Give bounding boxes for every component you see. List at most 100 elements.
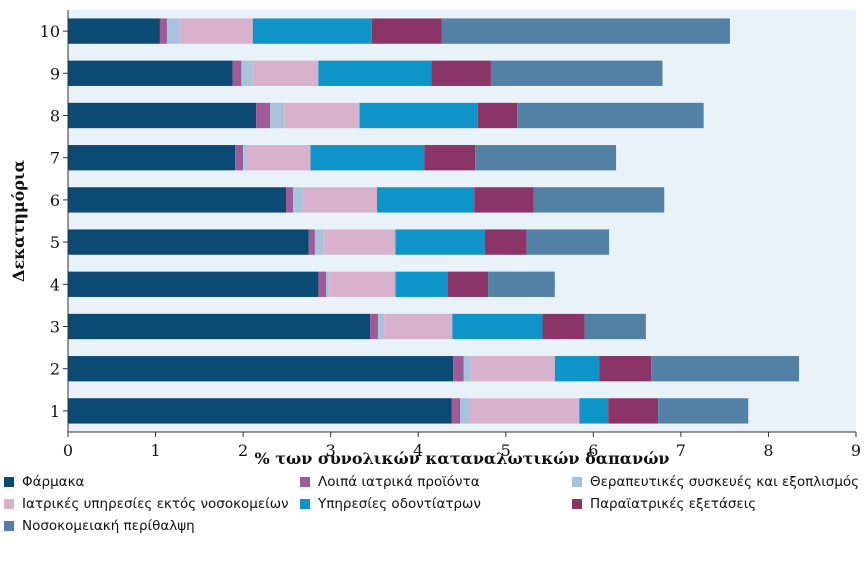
bar-segment-decile-4-series-3 [326, 271, 329, 297]
bar-segment-decile-5-series-4 [323, 229, 396, 255]
bar-segment-decile-4-series-4 [328, 271, 396, 297]
bar-segment-decile-9-series-6 [431, 60, 491, 86]
bar-segment-decile-4-series-5 [395, 271, 448, 297]
bar-segment-decile-7-series-2 [235, 145, 244, 171]
legend-swatch [4, 499, 14, 509]
bar-segment-decile-6-series-3 [293, 187, 303, 213]
legend-label: Φάρμακα [22, 474, 85, 490]
bar-segment-decile-10-series-6 [371, 18, 442, 44]
bar-segment-decile-2-series-5 [554, 356, 600, 382]
legend-swatch [300, 499, 310, 509]
bar-segment-decile-6-series-7 [533, 187, 665, 213]
stacked-bar-chart: 1 2 3 4 5 6 7 8 9 10 0 1 2 3 4 5 6 7 8 9 % των συνολικών κα… [9, 10, 861, 468]
legend-item: Νοσοκομειακή περίθαλψη [4, 518, 195, 534]
bar-segment-decile-2-series-4 [470, 356, 555, 382]
bar-segment-decile-2-series-3 [463, 356, 471, 382]
y-tick-label: 4 [50, 275, 60, 294]
bar-segment-decile-1-series-2 [451, 398, 461, 424]
legend-swatch [4, 521, 14, 531]
bar-segment-decile-7-series-3 [243, 145, 248, 171]
x-tick-label: 7 [676, 441, 686, 460]
bar-segment-decile-2-series-2 [453, 356, 464, 382]
bar-segment-decile-7-series-6 [424, 145, 476, 171]
bar-segment-decile-4-series-6 [447, 271, 489, 297]
bar-segment-decile-5-series-5 [395, 229, 485, 255]
bar-segment-decile-5-series-2 [308, 229, 315, 255]
bar-segment-decile-5-series-1 [68, 229, 309, 255]
y-tick-label: 7 [50, 149, 60, 168]
bar-segment-decile-3-series-6 [542, 313, 585, 340]
bar-segment-decile-4-series-7 [488, 271, 555, 297]
bar-segment-decile-6-series-5 [377, 187, 475, 213]
legend-swatch [300, 477, 310, 487]
bar-segment-decile-9-series-4 [252, 60, 319, 86]
bar-segment-decile-5-series-7 [526, 229, 610, 255]
bar-segment-decile-1-series-1 [68, 398, 452, 424]
legend-label: Παραϊατρικές εξετάσεις [590, 496, 757, 512]
bars-group [68, 18, 800, 424]
bar-segment-decile-5-series-3 [314, 229, 324, 255]
bar-segment-decile-5-series-6 [484, 229, 527, 255]
x-tick-label: 3 [326, 441, 336, 460]
y-tick-label: 5 [50, 233, 60, 252]
bar-segment-decile-10-series-1 [68, 18, 160, 44]
y-axis-title: Δεκατημόρια [9, 160, 28, 282]
bar-segment-decile-8-series-1 [68, 102, 257, 129]
bar-segment-decile-7-series-5 [310, 145, 425, 171]
bar-segment-decile-2-series-6 [599, 356, 652, 382]
legend-item: Παραϊατρικές εξετάσεις [572, 496, 756, 512]
legend-label: Θεραπευτικές συσκευές και εξοπλισμός [590, 474, 860, 490]
legend-swatch [572, 477, 582, 487]
x-tick-label: 9 [851, 441, 861, 460]
bar-segment-decile-10-series-5 [252, 18, 372, 44]
bar-segment-decile-8-series-4 [284, 102, 360, 129]
bar-segment-decile-3-series-7 [584, 313, 646, 340]
bar-segment-decile-6-series-4 [302, 187, 378, 213]
x-tick-label: 0 [63, 441, 73, 460]
legend-label: Νοσοκομειακή περίθαλψη [22, 518, 195, 534]
y-tick-label: 2 [50, 360, 60, 379]
legend-item: Θεραπευτικές συσκευές και εξοπλισμός [572, 474, 859, 490]
bar-segment-decile-4-series-2 [318, 271, 327, 297]
bar-segment-decile-8-series-5 [359, 102, 478, 129]
bar-segment-decile-9-series-5 [318, 60, 432, 86]
bar-segment-decile-1-series-4 [469, 398, 580, 424]
bar-segment-decile-10-series-7 [441, 18, 730, 44]
legend-item: Υπηρεσίες οδοντίατρων [300, 496, 481, 512]
legend-item: Ιατρικές υπηρεσίες εκτός νοσοκομείων [4, 496, 289, 512]
bar-segment-decile-9-series-3 [241, 60, 253, 86]
x-axis-title: % των συνολικών καταναλωτικών δαπανών [254, 449, 669, 468]
bar-segment-decile-1-series-3 [460, 398, 470, 424]
legend-label: Λοιπά ιατρικά προϊόντα [318, 474, 480, 490]
bar-segment-decile-8-series-2 [256, 102, 271, 129]
bar-segment-decile-8-series-7 [517, 102, 704, 129]
bar-segment-decile-3-series-5 [452, 313, 543, 340]
legend-swatch [572, 499, 582, 509]
bar-segment-decile-9-series-1 [68, 60, 233, 86]
bar-segment-decile-7-series-4 [247, 145, 311, 171]
bar-segment-decile-10-series-4 [179, 18, 253, 44]
bar-segment-decile-6-series-1 [68, 187, 287, 213]
y-tick-label: 10 [40, 22, 60, 41]
bar-segment-decile-4-series-1 [68, 271, 319, 297]
bar-segment-decile-7-series-1 [68, 145, 236, 171]
x-tick-label: 2 [238, 441, 248, 460]
bar-segment-decile-9-series-7 [490, 60, 663, 86]
bar-segment-decile-3-series-2 [370, 313, 378, 340]
y-tick-label: 6 [50, 191, 60, 210]
bar-segment-decile-3-series-4 [384, 313, 453, 340]
bar-segment-decile-7-series-7 [475, 145, 617, 171]
y-tick-label: 1 [50, 402, 60, 421]
legend-label: Υπηρεσίες οδοντίατρων [318, 496, 481, 512]
bar-segment-decile-6-series-6 [474, 187, 534, 213]
bar-segment-decile-8-series-3 [270, 102, 285, 129]
axis-ticks-group: 1 2 3 4 5 6 7 8 9 10 0 1 2 3 4 5 6 7 8 9 [40, 22, 861, 460]
bar-segment-decile-3-series-3 [377, 313, 385, 340]
bar-segment-decile-10-series-2 [159, 18, 167, 44]
legend-label: Ιατρικές υπηρεσίες εκτός νοσοκομείων [22, 496, 289, 512]
legend-item: Λοιπά ιατρικά προϊόντα [300, 474, 480, 490]
bar-segment-decile-2-series-1 [68, 356, 454, 382]
bar-segment-decile-1-series-7 [658, 398, 749, 424]
x-tick-label: 8 [763, 441, 773, 460]
y-tick-label: 8 [50, 107, 60, 126]
